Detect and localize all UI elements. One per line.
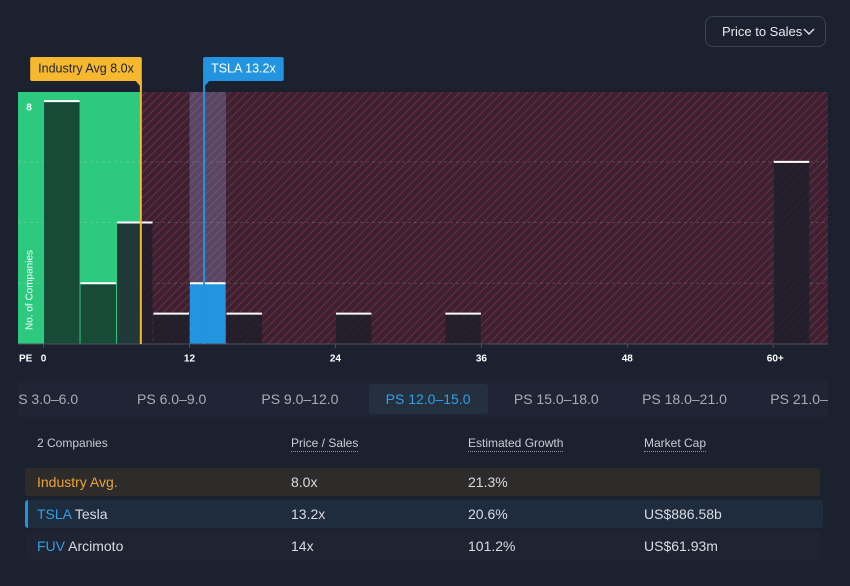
y-axis-label: No. of Companies (25, 250, 36, 330)
x-tick-label: 0 (41, 354, 47, 365)
market-cap: US$886.58b (644, 506, 722, 522)
marker-pointer (134, 80, 142, 88)
above-zone (140, 92, 829, 344)
x-axis-label: PE (19, 354, 33, 365)
chevron (803, 28, 815, 36)
range-tab[interactable]: PS 18.0–21.0 (642, 391, 727, 407)
price-sales: 8.0x (291, 474, 318, 490)
select-label: Price to Sales (722, 24, 803, 39)
marker-box (30, 57, 142, 81)
company-name: Tesla (74, 506, 108, 522)
growth: 101.2% (468, 538, 516, 554)
range-tab[interactable]: PS 21.0–24.0 (770, 391, 828, 407)
range-tab[interactable]: PS 15.0–18.0 (513, 391, 599, 407)
x-tick-label: 12 (184, 354, 196, 365)
y-tick-label: 8 (26, 103, 32, 114)
marker-box (203, 57, 284, 81)
table-row[interactable]: TSLA Tesla 13.2x 20.6% US$886.58b (25, 500, 823, 528)
bar (117, 222, 153, 344)
company-name: Industry Avg. (37, 474, 118, 490)
metric-select[interactable]: Price to Sales (705, 16, 826, 47)
company-cell: FUV Arcimoto (37, 532, 123, 560)
bar (80, 283, 117, 344)
table-row[interactable]: Industry Avg. 8.0x 21.3% (25, 468, 820, 496)
bar (153, 313, 189, 344)
bar (226, 313, 262, 344)
company-cell: TSLA Tesla (37, 500, 108, 528)
company-cell: Industry Avg. (37, 468, 118, 496)
bar (773, 161, 810, 344)
bar (44, 101, 80, 345)
chart: 8 PE 0 12 24 36 48 60+ No. of Companies Industry … (18, 57, 829, 365)
x-tick-label: 48 (622, 354, 634, 365)
column-header: 2 Companies (37, 436, 108, 450)
column-header[interactable]: Estimated Growth (468, 436, 564, 452)
growth: 20.6% (468, 506, 508, 522)
bar (189, 283, 226, 344)
range-tab[interactable]: PS 3.0–6.0 (18, 391, 79, 407)
range-tab[interactable]: PS 9.0–12.0 (261, 391, 339, 407)
marker-label: Industry Avg 8.0x (38, 61, 134, 75)
price-sales: 13.2x (291, 506, 326, 522)
range-tab[interactable]: PS 12.0–15.0 (368, 384, 488, 414)
market-cap: US$61.93m (644, 538, 718, 554)
bar (445, 313, 481, 344)
price-sales: 14x (291, 538, 314, 554)
company-name: Arcimoto (68, 538, 124, 554)
growth: 21.3% (468, 474, 508, 490)
marker-pointer (203, 80, 211, 88)
ticker: TSLA (37, 506, 72, 522)
x-tick-label: 24 (330, 354, 342, 365)
range-tabs: PS 3.0–6.0 PS 6.0–9.0 PS 9.0–12.0 PS 12.0–1… (18, 381, 828, 417)
bar (335, 313, 372, 344)
table-row[interactable]: FUV Arcimoto 14x 101.2% US$61.93m (25, 532, 820, 560)
marker-label: TSLA 13.2x (211, 61, 276, 75)
ticker: FUV (37, 538, 65, 554)
column-header[interactable]: Market Cap (644, 436, 707, 452)
column-header[interactable]: Price / Sales (291, 436, 359, 452)
range-tab[interactable]: PS 6.0–9.0 (137, 391, 207, 407)
x-tick-label: 60+ (767, 354, 784, 365)
x-tick-label: 36 (476, 354, 488, 365)
